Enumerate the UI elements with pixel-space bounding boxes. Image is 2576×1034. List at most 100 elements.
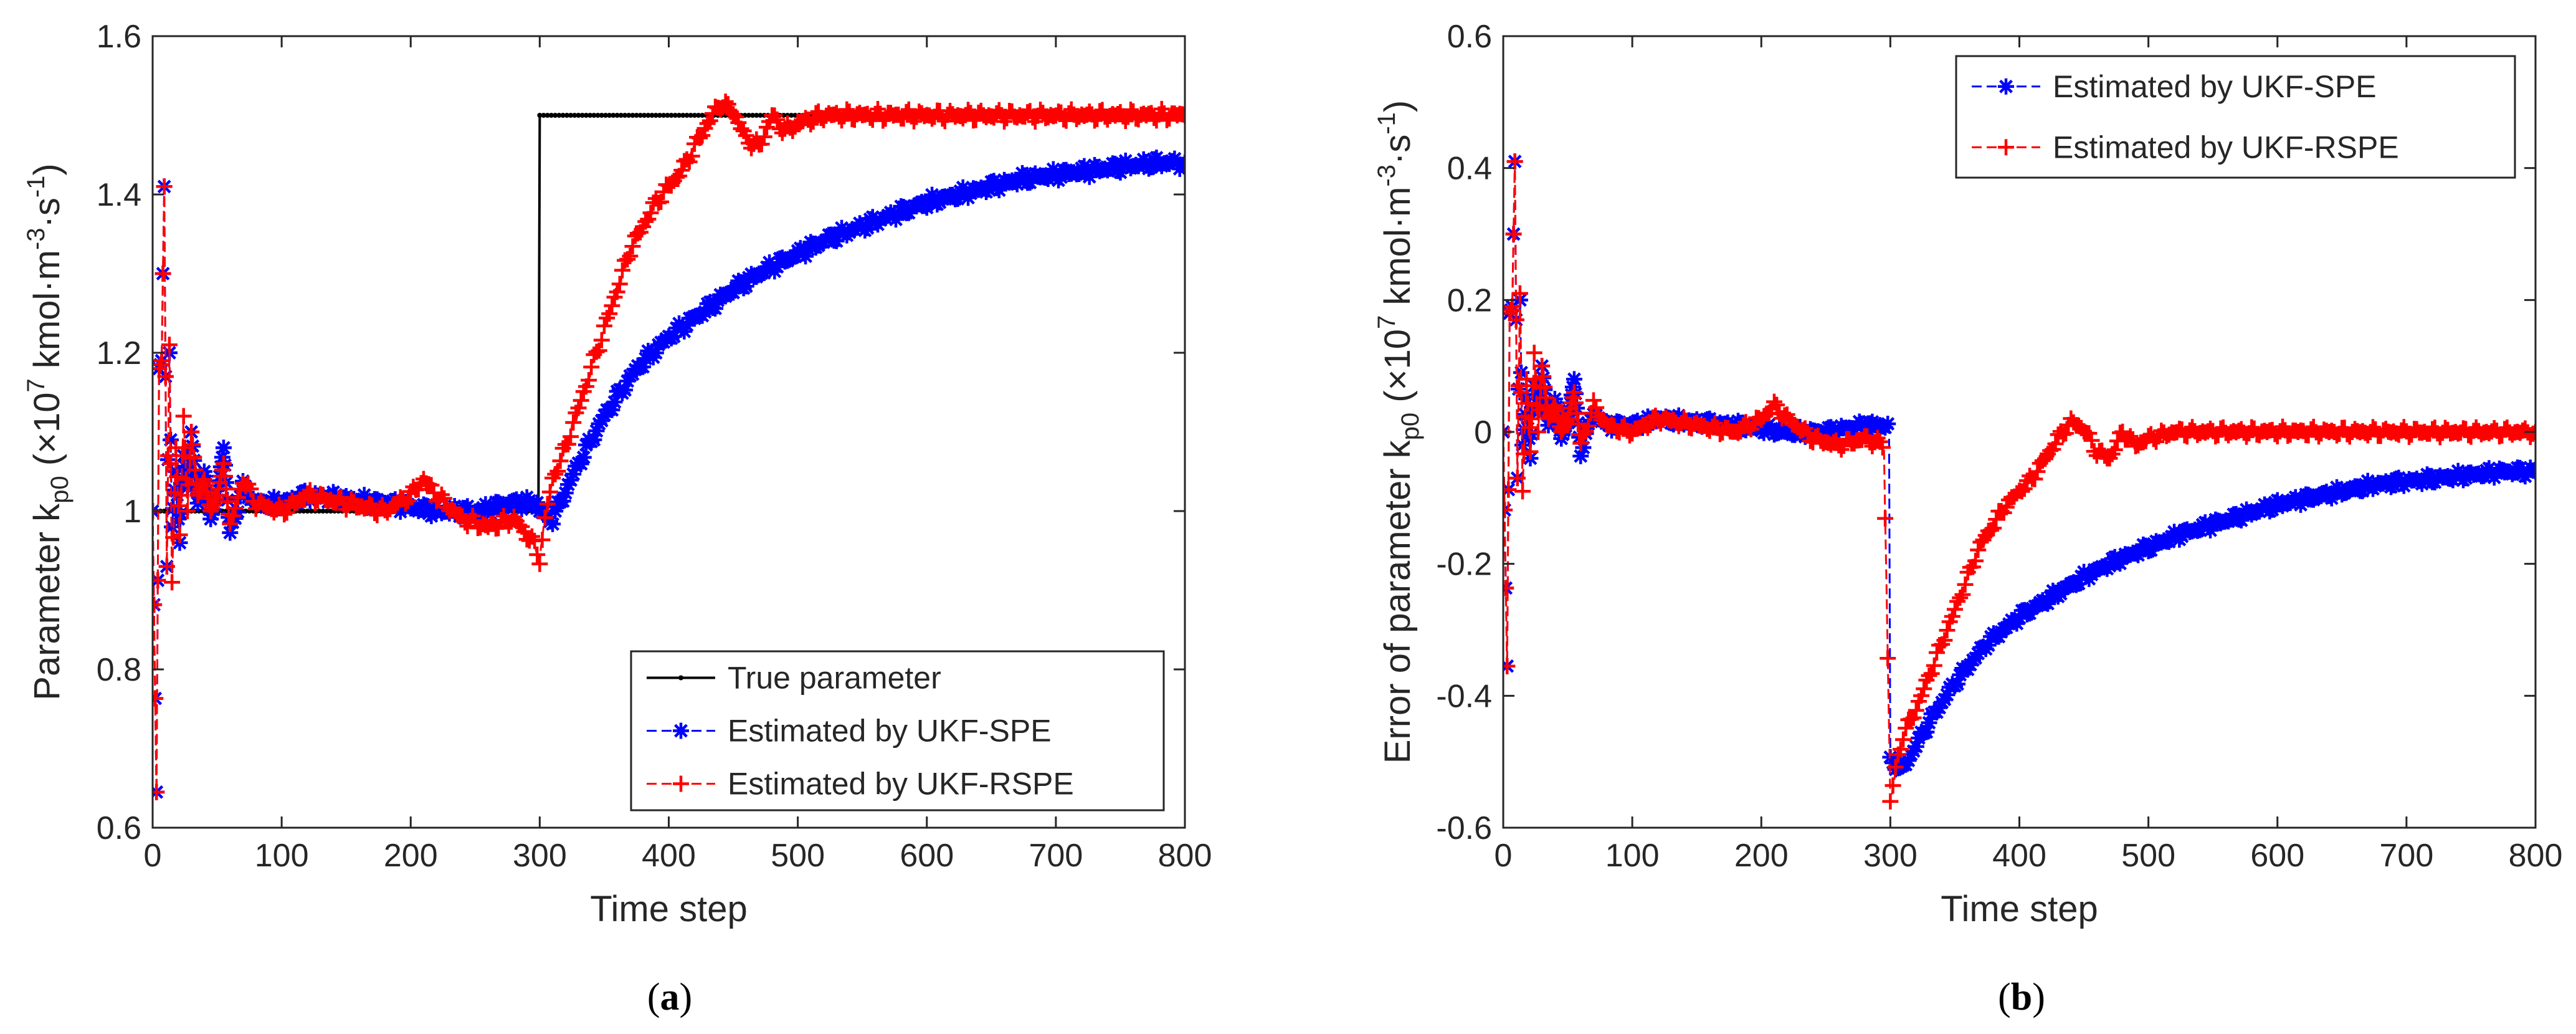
series-point — [1895, 731, 1912, 748]
series-point — [537, 113, 543, 118]
series-point — [573, 456, 589, 472]
panel-caption-close: ) — [2032, 976, 2045, 1018]
series-point — [2365, 419, 2382, 436]
series-point — [579, 113, 585, 118]
y-axis-label-part: ) — [27, 163, 67, 175]
series-point — [1939, 686, 1956, 703]
series-point — [572, 113, 577, 118]
panel-caption: (b) — [1998, 976, 2045, 1018]
y-tick-label: -0.4 — [1436, 678, 1492, 714]
series-point — [696, 113, 701, 118]
series-point — [1503, 502, 1513, 519]
panel-a: 0 100 200 300 400 500 600 700 800 0.6 0.8 1 1.2 1.4 1.… — [22, 19, 1212, 1018]
series-point — [513, 501, 530, 518]
series-point — [2022, 605, 2038, 622]
series-point — [611, 113, 616, 118]
series-point — [991, 182, 1007, 199]
series-point — [746, 113, 751, 118]
series-point — [797, 248, 814, 265]
series-point — [657, 113, 663, 118]
series-point — [153, 783, 165, 800]
series-point — [1946, 601, 1963, 618]
series-point — [595, 113, 601, 118]
y-axis-label-part: Parameter k — [27, 503, 67, 701]
series-point — [1985, 520, 2002, 537]
series-point — [725, 284, 742, 301]
series-point — [1505, 226, 1522, 242]
series-point — [637, 113, 643, 118]
series-point — [626, 113, 632, 118]
y-axis-label-part: kmol·m — [27, 250, 67, 378]
series-point — [634, 113, 639, 118]
x-tick-label: 600 — [900, 838, 954, 874]
series-point — [2233, 512, 2250, 529]
series-point — [229, 489, 246, 506]
panel-caption-letter: b — [2011, 976, 2032, 1018]
series-point — [1998, 499, 2015, 515]
series-point — [1148, 149, 1165, 166]
series-point — [1900, 752, 1917, 769]
series-point — [647, 345, 664, 361]
series-point — [1076, 158, 1093, 175]
legend-label: True parameter — [728, 661, 941, 696]
series-point — [607, 113, 612, 118]
series-point — [614, 262, 630, 279]
y-axis-label-part: p0 — [1397, 413, 1424, 441]
series-point — [1575, 439, 1592, 456]
series-point — [1529, 424, 1546, 440]
series-point — [2027, 471, 2043, 487]
series-point — [2106, 441, 2123, 458]
series-point — [162, 455, 179, 472]
series-point — [554, 493, 571, 510]
series-point — [222, 515, 239, 532]
series-point — [2517, 468, 2534, 485]
legend-marker — [678, 675, 683, 681]
series-point — [2323, 490, 2340, 507]
series-point — [649, 113, 655, 118]
series-point — [683, 148, 700, 165]
series-point — [1880, 416, 1896, 433]
y-tick-label: 1.6 — [97, 19, 141, 55]
x-tick-label: 100 — [255, 838, 309, 874]
series-point — [2426, 474, 2443, 491]
series-point — [174, 448, 191, 464]
series-point — [1799, 424, 1816, 441]
y-axis-label: Parameter kp0 (×107 kmol·m-3·s-1) — [22, 163, 74, 700]
series-point — [1921, 714, 1937, 731]
series-point — [593, 332, 610, 348]
series-point — [588, 423, 605, 439]
series-point — [2512, 459, 2529, 476]
x-tick-label: 200 — [1734, 838, 1789, 874]
series-point — [684, 113, 690, 118]
series-point — [604, 401, 620, 418]
series-point — [570, 400, 587, 416]
series-point — [769, 111, 786, 128]
series-point — [1572, 435, 1589, 452]
x-tick-label: 800 — [2509, 838, 2563, 874]
series-point — [308, 509, 314, 514]
series-point — [1970, 542, 1987, 558]
legend-box — [630, 650, 1165, 811]
series-point — [2047, 436, 2064, 452]
series-point — [215, 439, 232, 456]
panel-caption: (a) — [647, 976, 692, 1018]
series-point — [301, 509, 307, 514]
series-point — [157, 368, 174, 385]
series-point — [758, 113, 763, 118]
series-point — [2052, 585, 2069, 602]
x-tick-label: 300 — [1863, 838, 1918, 874]
series-point — [1513, 384, 1529, 401]
panel-b: 0 100 200 300 400 500 600 700 800 -0.6 -0.4 -0.2 0 0.… — [1373, 19, 2562, 1018]
series-point — [1053, 169, 1070, 186]
series-point — [2238, 428, 2255, 445]
series-point — [541, 113, 546, 118]
series-point — [756, 264, 772, 281]
series-point — [1939, 622, 1956, 639]
y-axis-label-part: -1 — [22, 176, 50, 198]
series-point — [606, 393, 623, 410]
series-point — [2264, 501, 2281, 518]
series-point — [1081, 168, 1098, 185]
series-point — [645, 113, 651, 118]
series-point — [156, 178, 173, 195]
